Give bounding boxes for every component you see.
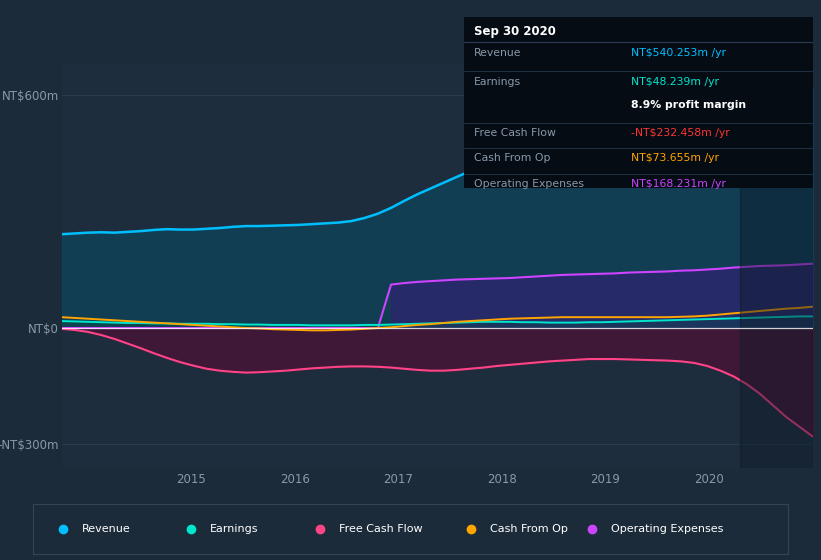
Bar: [741, 64, 813, 468]
Text: -NT$232.458m /yr: -NT$232.458m /yr: [631, 128, 730, 138]
Text: Revenue: Revenue: [475, 48, 522, 58]
Text: Sep 30 2020: Sep 30 2020: [475, 25, 556, 38]
Text: Cash From Op: Cash From Op: [475, 153, 551, 164]
Text: NT$48.239m /yr: NT$48.239m /yr: [631, 77, 719, 87]
Text: Operating Expenses: Operating Expenses: [475, 179, 585, 189]
Text: NT$73.655m /yr: NT$73.655m /yr: [631, 153, 719, 164]
Text: Earnings: Earnings: [210, 524, 259, 534]
Text: Revenue: Revenue: [82, 524, 131, 534]
Text: 8.9% profit margin: 8.9% profit margin: [631, 100, 746, 110]
Text: Operating Expenses: Operating Expenses: [611, 524, 723, 534]
Text: NT$540.253m /yr: NT$540.253m /yr: [631, 48, 727, 58]
Text: NT$168.231m /yr: NT$168.231m /yr: [631, 179, 727, 189]
Text: Earnings: Earnings: [475, 77, 521, 87]
Text: Cash From Op: Cash From Op: [490, 524, 567, 534]
Text: Free Cash Flow: Free Cash Flow: [339, 524, 422, 534]
Text: Free Cash Flow: Free Cash Flow: [475, 128, 556, 138]
